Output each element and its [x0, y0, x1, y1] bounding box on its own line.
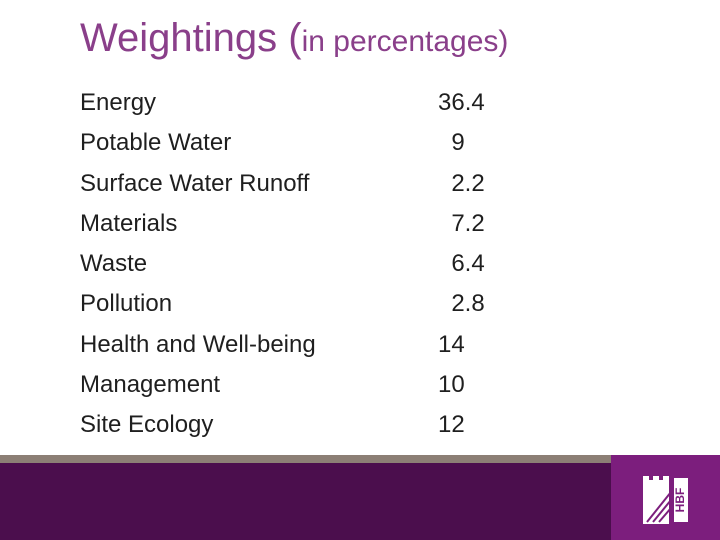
row-label: Site Ecology — [80, 411, 214, 439]
row-label: Materials — [80, 209, 178, 237]
list-item: Energy 36.4 — [0, 83, 720, 123]
list-item: Surface Water Runoff 2.2 — [0, 164, 720, 204]
row-label: Energy — [80, 89, 157, 116]
list-item: Site Ecology 12 — [0, 405, 720, 445]
row-value: 14 — [438, 330, 465, 358]
slide-title: Weightings (in percentages) — [80, 18, 508, 58]
row-label: Health and Well-being — [80, 330, 316, 358]
row-value: 2.8 — [438, 290, 485, 318]
list-item: Management 10 — [0, 365, 720, 405]
row-value: 12 — [438, 411, 465, 439]
castle-logo-icon: HBF — [643, 476, 688, 524]
title-close: ) — [498, 25, 509, 58]
row-label: Potable Water — [80, 129, 232, 157]
logo-text: HBF — [673, 488, 687, 513]
row-label: Pollution — [80, 290, 173, 318]
row-label: Management — [80, 371, 221, 399]
title-sub: in percentages — [301, 25, 499, 58]
footer-divider — [0, 455, 720, 463]
row-value: 10 — [438, 371, 465, 399]
title-main: Weightings ( — [80, 16, 302, 60]
row-value: 9 — [438, 129, 465, 157]
row-value: 7.2 — [438, 209, 485, 237]
row-label: Surface Water Runoff — [80, 169, 310, 197]
row-value: 2.2 — [438, 169, 485, 197]
list-item: Materials 7.2 — [0, 204, 720, 244]
list-item: Health and Well-being 14 — [0, 325, 720, 365]
list-item: Potable Water 9 — [0, 123, 720, 163]
weightings-list: Energy 36.4 Potable Water 9 Surface Wate… — [0, 83, 720, 446]
hbf-logo: HBF — [611, 455, 720, 540]
row-label: Waste — [80, 250, 148, 278]
list-item: Pollution 2.8 — [0, 284, 720, 324]
row-value: 6.4 — [438, 250, 485, 278]
row-value: 36.4 — [438, 89, 485, 116]
list-item: Waste 6.4 — [0, 244, 720, 284]
footer-band — [0, 463, 720, 540]
